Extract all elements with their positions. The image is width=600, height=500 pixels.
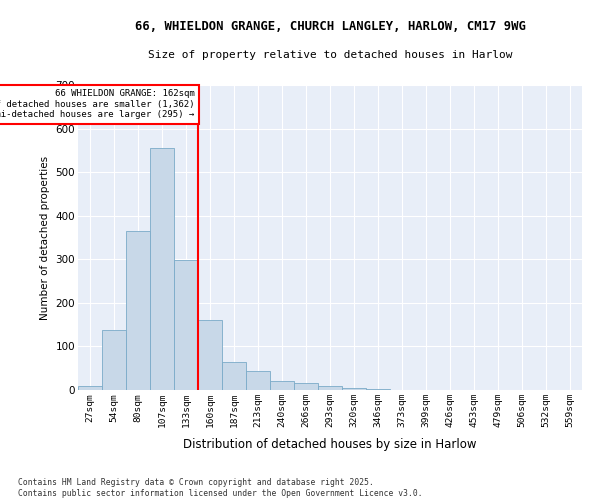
Bar xyxy=(198,320,222,390)
Bar xyxy=(222,362,246,390)
Text: Contains HM Land Registry data © Crown copyright and database right 2025.
Contai: Contains HM Land Registry data © Crown c… xyxy=(18,478,422,498)
Bar xyxy=(150,148,174,390)
Bar xyxy=(294,384,318,390)
Bar xyxy=(174,260,198,390)
Bar xyxy=(126,231,150,390)
Bar xyxy=(270,382,294,390)
Bar xyxy=(366,389,390,390)
Bar xyxy=(78,386,102,390)
Text: 66 WHIELDON GRANGE: 162sqm
← 82% of detached houses are smaller (1,362)
18% of s: 66 WHIELDON GRANGE: 162sqm ← 82% of deta… xyxy=(0,90,194,119)
Text: 66, WHIELDON GRANGE, CHURCH LANGLEY, HARLOW, CM17 9WG: 66, WHIELDON GRANGE, CHURCH LANGLEY, HAR… xyxy=(134,20,526,33)
Bar xyxy=(102,330,126,390)
Text: Size of property relative to detached houses in Harlow: Size of property relative to detached ho… xyxy=(148,50,512,60)
Bar xyxy=(342,388,366,390)
X-axis label: Distribution of detached houses by size in Harlow: Distribution of detached houses by size … xyxy=(183,438,477,452)
Bar xyxy=(246,372,270,390)
Bar xyxy=(318,386,342,390)
Y-axis label: Number of detached properties: Number of detached properties xyxy=(40,156,50,320)
